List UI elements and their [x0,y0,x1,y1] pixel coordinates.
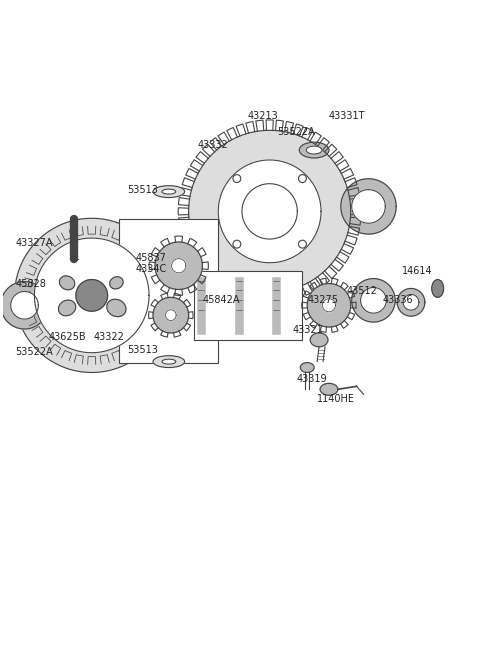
Text: 53513: 53513 [127,345,158,355]
Polygon shape [153,298,189,333]
Polygon shape [15,218,169,373]
Bar [120,219,218,363]
Bar [272,277,280,334]
Ellipse shape [107,299,126,317]
Polygon shape [397,288,425,316]
Polygon shape [1,282,48,329]
Text: 45842A: 45842A [203,296,240,306]
Text: 43319: 43319 [296,374,327,384]
Polygon shape [11,292,38,319]
Ellipse shape [153,186,185,198]
Text: 43321: 43321 [292,325,323,335]
Ellipse shape [310,333,328,347]
Text: 53522A: 53522A [16,347,53,357]
Bar [235,277,242,334]
Text: 43327A: 43327A [16,238,53,248]
Bar [197,277,205,334]
Text: 43331T: 43331T [329,110,365,120]
Ellipse shape [162,189,176,194]
Polygon shape [352,279,395,322]
Bar [193,271,302,340]
Ellipse shape [153,355,185,367]
Text: 14614: 14614 [402,265,433,276]
Text: 45837: 45837 [135,253,166,263]
Polygon shape [341,179,396,234]
Polygon shape [155,242,203,290]
Polygon shape [35,238,149,353]
Polygon shape [352,190,385,223]
Ellipse shape [59,300,76,316]
Text: 53513: 53513 [127,185,158,194]
Text: 53522A: 53522A [277,127,315,137]
Text: 43512: 43512 [347,286,378,296]
Polygon shape [242,184,297,239]
Polygon shape [403,294,419,310]
Bar [254,281,260,330]
Text: 1140HE: 1140HE [317,394,355,404]
Polygon shape [307,284,351,327]
Text: 43322: 43322 [94,332,125,342]
Ellipse shape [300,142,329,158]
Ellipse shape [320,383,338,396]
Text: 45828: 45828 [16,279,47,288]
Polygon shape [76,280,108,311]
Text: 43336: 43336 [383,296,413,306]
Text: 43213: 43213 [248,110,279,120]
Polygon shape [360,288,386,313]
Text: 43625B: 43625B [48,332,86,342]
Polygon shape [323,299,336,312]
Ellipse shape [162,359,176,364]
Polygon shape [218,160,321,263]
Ellipse shape [109,277,123,289]
Bar [291,281,297,330]
Ellipse shape [306,146,322,154]
Ellipse shape [300,363,314,373]
Polygon shape [172,259,186,273]
Text: 43275: 43275 [307,296,338,306]
Polygon shape [189,130,351,292]
Ellipse shape [432,280,444,298]
Text: 4334C: 4334C [135,263,167,274]
Text: 43332: 43332 [197,140,228,150]
Bar [217,281,223,330]
Polygon shape [166,310,176,321]
Ellipse shape [60,276,75,290]
